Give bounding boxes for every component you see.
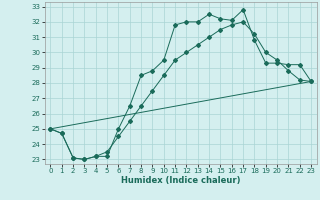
X-axis label: Humidex (Indice chaleur): Humidex (Indice chaleur) [121,176,241,185]
